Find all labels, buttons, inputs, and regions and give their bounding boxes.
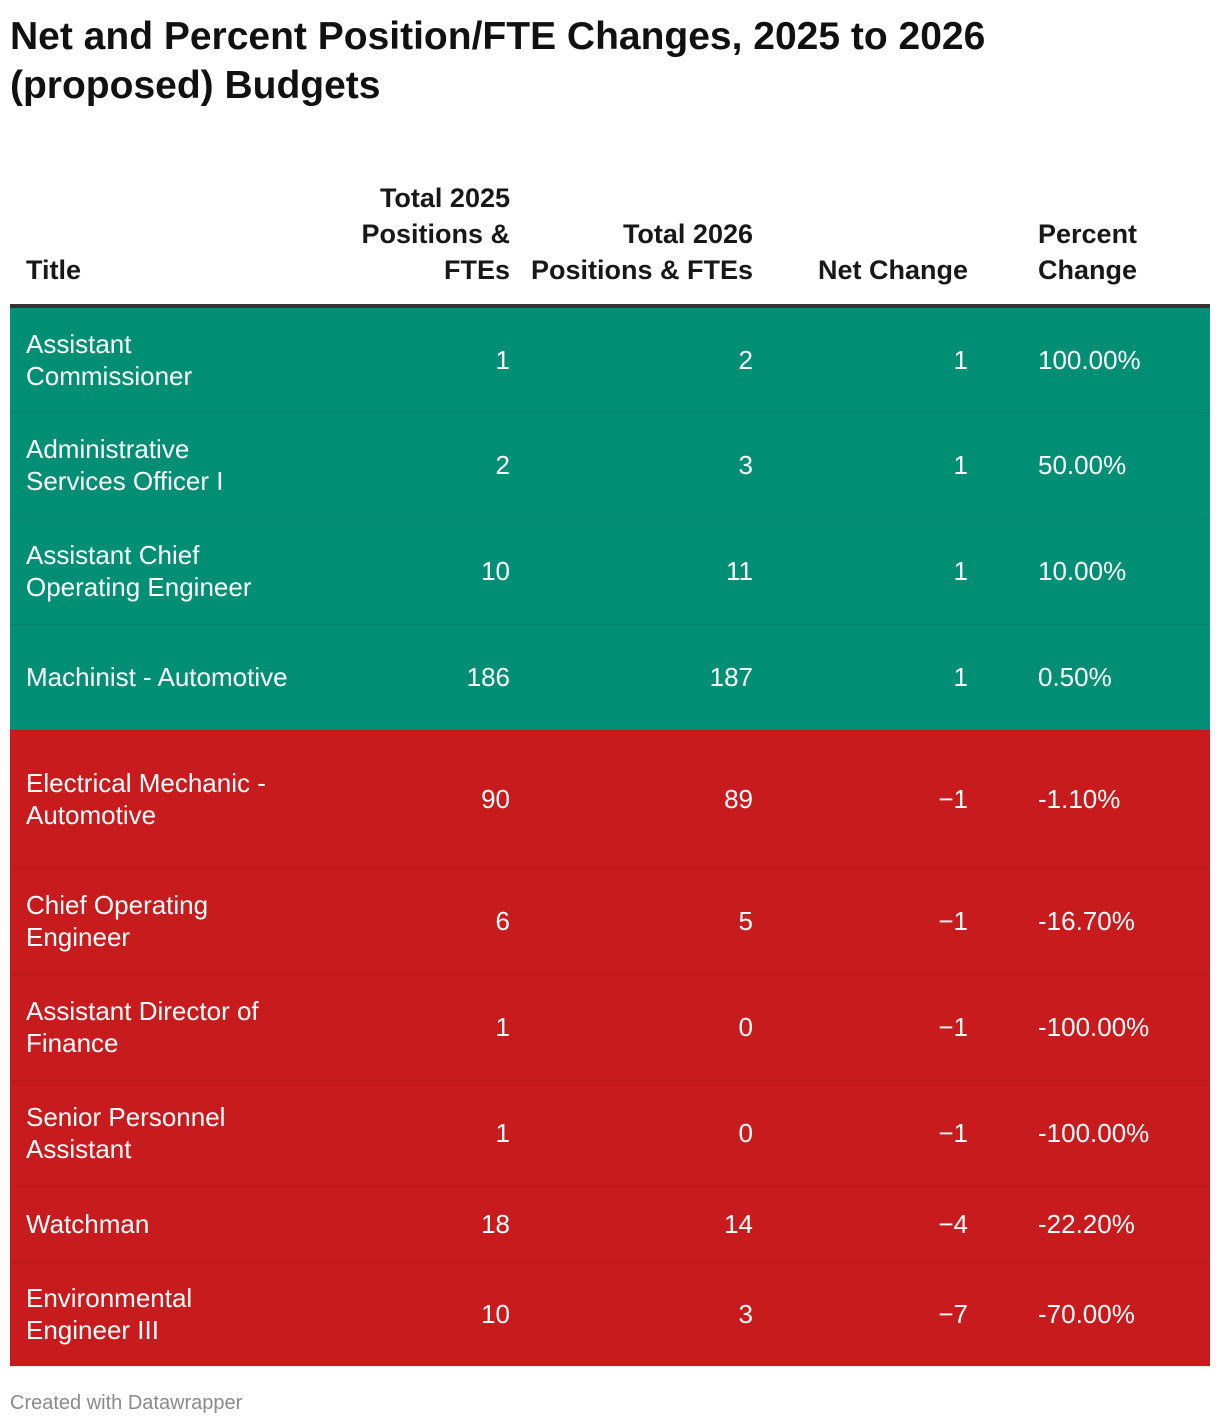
header-row: Title Total 2025 Positions & FTEs Total …	[10, 162, 1210, 308]
table-row: Assistant Commissioner 1 2 1 100.00%	[10, 306, 1210, 413]
cell-total-2026: 11	[510, 518, 753, 625]
cell-net-change: −4	[753, 1186, 974, 1263]
cell-total-2025: 10	[300, 1262, 510, 1367]
cell-net-change: −7	[753, 1262, 974, 1367]
cell-total-2025: 1	[300, 306, 510, 413]
cell-net-change: 1	[753, 306, 974, 413]
cell-net-change: 1	[753, 624, 974, 731]
cell-title: Machinist - Automotive	[10, 624, 300, 731]
cell-total-2026: 0	[510, 1080, 753, 1187]
cell-net-change: −1	[753, 974, 974, 1081]
cell-total-2025: 186	[300, 624, 510, 731]
column-header-percent-change[interactable]: Percent Change	[974, 162, 1210, 308]
table-row: Watchman 18 14 −4 -22.20%	[10, 1186, 1210, 1263]
cell-total-2025: 1	[300, 974, 510, 1081]
cell-percent-change: 100.00%	[974, 306, 1210, 413]
cell-total-2026: 5	[510, 868, 753, 975]
table-row: Chief Operating Engineer 6 5 −1 -16.70%	[10, 868, 1210, 975]
cell-title: Senior Personnel Assistant	[10, 1080, 300, 1187]
cell-net-change: 1	[753, 412, 974, 519]
cell-total-2025: 6	[300, 868, 510, 975]
cell-title: Assistant Chief Operating Engineer	[10, 518, 300, 625]
cell-percent-change: 10.00%	[974, 518, 1210, 625]
cell-title: Chief Operating Engineer	[10, 868, 300, 975]
table-header: Title Total 2025 Positions & FTEs Total …	[10, 162, 1210, 308]
cell-title: Assistant Director of Finance	[10, 974, 300, 1081]
table-row: Electrical Mechanic - Automotive 90 89 −1 -1…	[10, 730, 1210, 869]
cell-net-change: −1	[753, 730, 974, 869]
cell-percent-change: -1.10%	[974, 730, 1210, 869]
column-header-net-change[interactable]: Net Change	[753, 162, 974, 308]
cell-percent-change: 50.00%	[974, 412, 1210, 519]
table-row: Assistant Chief Operating Engineer 10 11 1 1…	[10, 518, 1210, 625]
cell-total-2026: 187	[510, 624, 753, 731]
cell-total-2026: 3	[510, 1262, 753, 1367]
column-header-total-2026[interactable]: Total 2026 Positions & FTEs	[510, 162, 753, 308]
chart-title: Net and Percent Position/FTE Changes, 20…	[10, 15, 986, 107]
table-row: Senior Personnel Assistant 1 0 −1 -100.00%	[10, 1080, 1210, 1187]
table-body: Assistant Commissioner 1 2 1 100.00% Administ…	[10, 306, 1210, 1367]
cell-net-change: −1	[753, 868, 974, 975]
cell-total-2026: 0	[510, 974, 753, 1081]
cell-total-2025: 1	[300, 1080, 510, 1187]
column-header-total-2025[interactable]: Total 2025 Positions & FTEs	[300, 162, 510, 308]
table-row: Assistant Director of Finance 1 0 −1 -100.00…	[10, 974, 1210, 1081]
table-row: Environmental Engineer III 10 3 −7 -70.00%	[10, 1262, 1210, 1367]
cell-total-2026: 3	[510, 412, 753, 519]
cell-percent-change: -16.70%	[974, 868, 1210, 975]
cell-percent-change: -100.00%	[974, 1080, 1210, 1187]
cell-percent-change: -22.20%	[974, 1186, 1210, 1263]
cell-total-2025: 18	[300, 1186, 510, 1263]
cell-title: Electrical Mechanic - Automotive	[10, 730, 300, 869]
cell-total-2026: 89	[510, 730, 753, 869]
cell-total-2026: 2	[510, 306, 753, 413]
column-header-title[interactable]: Title	[10, 162, 300, 308]
cell-percent-change: 0.50%	[974, 624, 1210, 731]
cell-title: Watchman	[10, 1186, 300, 1263]
cell-title: Administrative Services Officer I	[10, 412, 300, 519]
cell-total-2026: 14	[510, 1186, 753, 1263]
cell-total-2025: 2	[300, 412, 510, 519]
cell-title: Environmental Engineer III	[10, 1262, 300, 1367]
cell-title: Assistant Commissioner	[10, 306, 300, 413]
table-row: Machinist - Automotive 186 187 1 0.50%	[10, 624, 1210, 731]
data-table: Title Total 2025 Positions & FTEs Total …	[10, 162, 1210, 1367]
cell-percent-change: -70.00%	[974, 1262, 1210, 1367]
table-row: Administrative Services Officer I 2 3 1 50.0…	[10, 412, 1210, 519]
cell-net-change: −1	[753, 1080, 974, 1187]
cell-total-2025: 10	[300, 518, 510, 625]
cell-total-2025: 90	[300, 730, 510, 869]
cell-percent-change: -100.00%	[974, 974, 1210, 1081]
footer-credit[interactable]: Created with Datawrapper	[10, 1392, 243, 1414]
cell-net-change: 1	[753, 518, 974, 625]
